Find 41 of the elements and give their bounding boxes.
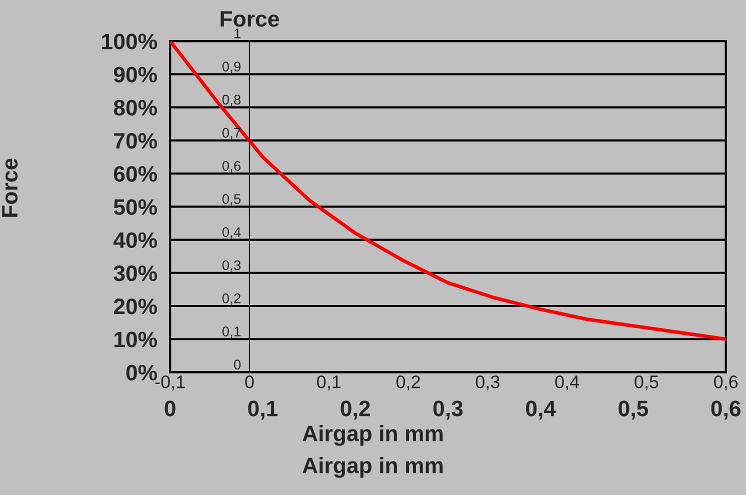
y-tick-label: 100% — [102, 34, 158, 50]
x-tick-label: 0 — [164, 400, 176, 416]
y2-tick-label: 0,6 — [222, 160, 241, 172]
x-tick-label: 0,2 — [340, 400, 370, 420]
x-tick-label: 0,1 — [248, 400, 278, 420]
y2-axis-title: Force — [220, 11, 279, 27]
x-tick-label: 0,3 — [433, 400, 463, 420]
x2-tick-label: 0,4 — [555, 375, 580, 390]
y-axis-title: Force — [2, 158, 18, 217]
y-tick-label: 90% — [114, 66, 158, 82]
y2-tick-label: 1 — [234, 28, 240, 38]
y-tick-label: 30% — [114, 265, 158, 282]
x-axis-title: Airgap in mm — [302, 425, 443, 446]
y2-tick-label: 0,7 — [222, 128, 240, 140]
x2-tick-label: 0 — [245, 375, 254, 388]
y-tick-label: 10% — [114, 332, 158, 348]
y2-tick-label: 0,3 — [222, 260, 241, 272]
x-tick-label: 0,6 — [711, 400, 740, 420]
y2-tick-label: 0,8 — [222, 94, 241, 106]
x2-tick-label: -0,1 — [155, 375, 185, 390]
y-tick-label: 70% — [114, 132, 158, 149]
y2-tick-label: 0,2 — [222, 293, 240, 305]
x2-tick-label: 0,1 — [317, 375, 341, 390]
x-tick-label: 0,5 — [618, 400, 648, 420]
y-tick-label: 80% — [114, 100, 158, 116]
y-tick-label: 60% — [114, 166, 158, 182]
x-tick-label: 0,4 — [526, 400, 556, 420]
x2-tick-label: 0,2 — [396, 375, 420, 390]
y2-tick-label: 0,5 — [222, 194, 241, 206]
y-tick-label: 20% — [114, 298, 158, 314]
y-tick-label: 40% — [113, 232, 158, 248]
y2-tick-label: 0,9 — [222, 62, 240, 74]
x2-tick-label: 0,3 — [476, 375, 500, 390]
x2-tick-label: 0,5 — [634, 375, 658, 390]
y2-tick-label: 0 — [234, 360, 241, 370]
y2-tick-label: 0,4 — [222, 227, 241, 239]
y2-tick-label: 0,1 — [222, 326, 240, 338]
y-tick-label: 0% — [126, 364, 158, 381]
x2-tick-label: 0,6 — [714, 375, 738, 390]
x2-axis-title: Airgap in mm — [302, 457, 443, 478]
y-tick-label: 50% — [114, 199, 158, 215]
